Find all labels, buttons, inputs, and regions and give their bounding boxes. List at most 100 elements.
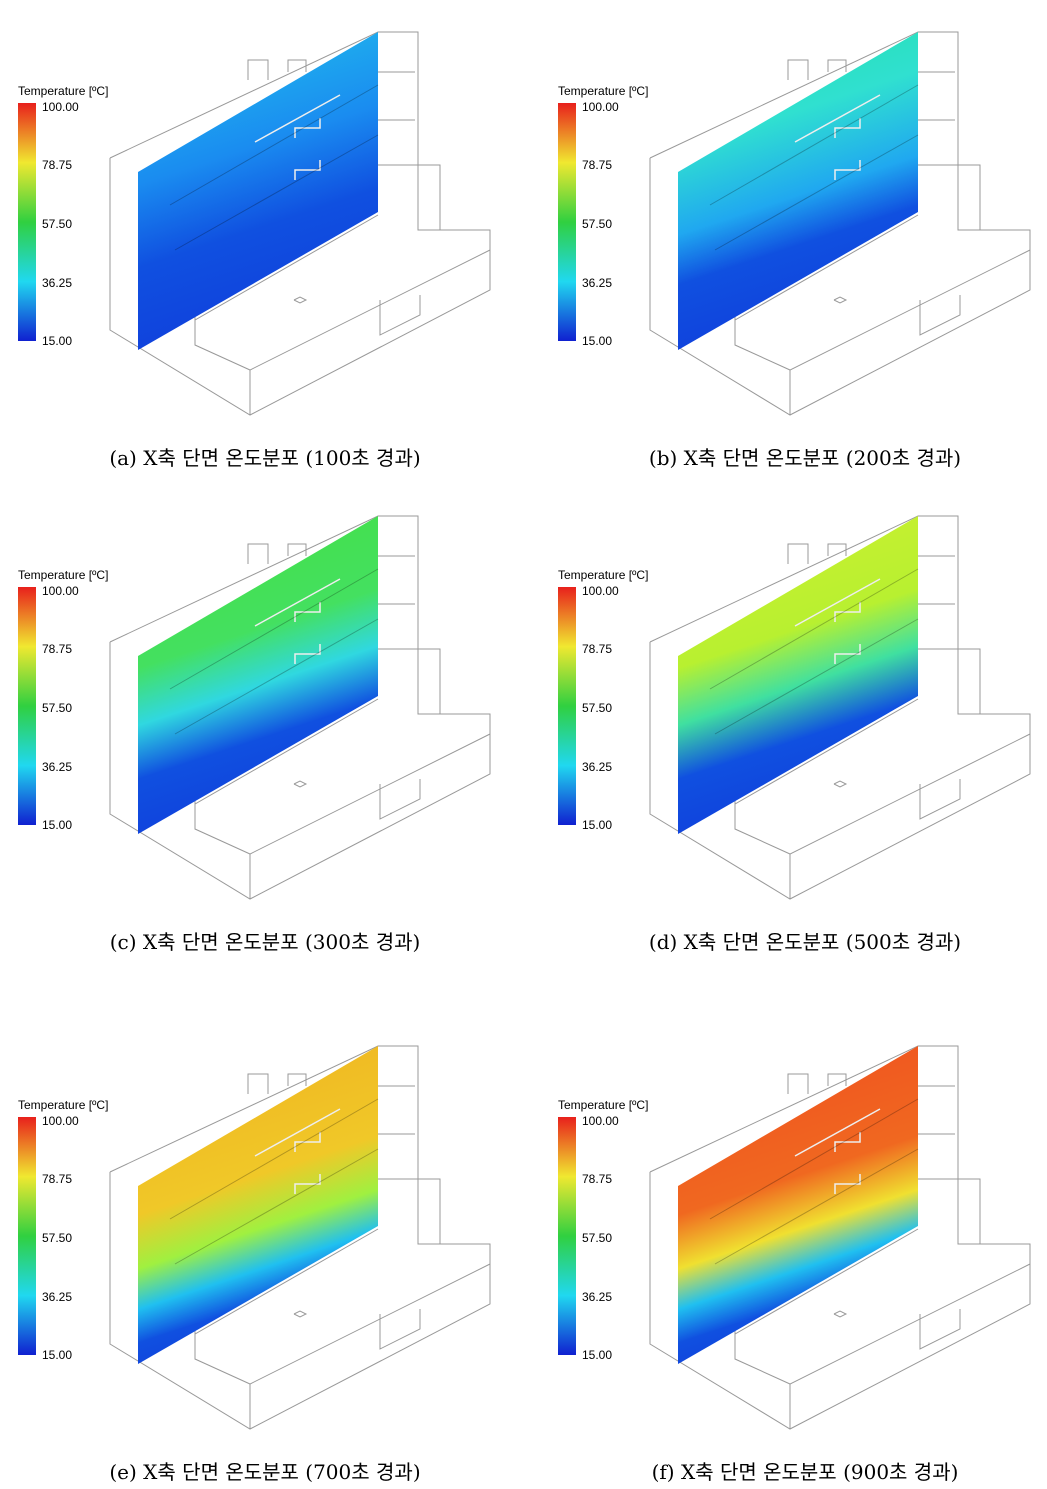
geometry-line (287, 59, 307, 72)
legend-title: Temperature [ºC] (558, 1098, 648, 1112)
geometry-line (787, 1073, 809, 1094)
geometry-line (249, 249, 491, 415)
geometry-line (734, 804, 791, 855)
legend-tick-label: 15.00 (582, 1348, 612, 1362)
caption: (d) X축 단면 온도분포 (500초 경과) (649, 930, 961, 954)
geometry-line (919, 779, 961, 820)
legend-tick-label: 100.00 (42, 1114, 79, 1128)
geometry-line (789, 249, 1031, 415)
cross-section (138, 516, 378, 834)
geometry-line (249, 1263, 491, 1429)
vents (794, 1108, 881, 1157)
geometry-line (833, 296, 848, 304)
legend-tick-label: 15.00 (42, 334, 72, 348)
legend-title: Temperature [ºC] (18, 84, 108, 98)
geometry-line (919, 295, 961, 336)
nozzle (834, 160, 861, 180)
nozzle (294, 160, 321, 180)
geometry-line (918, 648, 981, 714)
geometry-line (649, 1045, 1031, 1430)
legend-tick-label: 36.25 (582, 760, 612, 774)
legend-tick-label: 57.50 (42, 701, 72, 715)
nozzle (834, 602, 861, 622)
geometry-line (194, 320, 251, 371)
legend-tick-label: 100.00 (42, 100, 79, 114)
color-bar (558, 1117, 576, 1355)
legend-title: Temperature [ºC] (558, 84, 648, 98)
nozzle (294, 602, 321, 622)
step-line (169, 84, 379, 206)
cross-section (678, 1046, 918, 1364)
nozzle (834, 1132, 861, 1152)
geometry-line (109, 1045, 491, 1430)
geometry-line (734, 320, 791, 371)
legend-tick-label: 78.75 (42, 158, 72, 172)
step-line (169, 1098, 379, 1220)
legend-title: Temperature [ºC] (558, 568, 648, 582)
step-line (714, 1148, 919, 1265)
geometry-line (249, 733, 491, 899)
vents (254, 1108, 341, 1157)
vents (794, 578, 881, 627)
geometry-line (649, 515, 1031, 900)
geometry-line (109, 31, 491, 416)
panel: Temperature [ºC] 100.00 78.75 57.50 36.25 15.… (18, 1045, 491, 1484)
geometry-line (194, 1334, 251, 1385)
nozzle (294, 118, 321, 138)
legend-tick-label: 100.00 (582, 1114, 619, 1128)
step-line (174, 134, 379, 251)
legend-tick-label: 15.00 (582, 334, 612, 348)
legend-title: Temperature [ºC] (18, 1098, 108, 1112)
geometry-line (378, 164, 441, 230)
geometry-line (378, 648, 441, 714)
color-bar (558, 103, 576, 341)
legend-tick-label: 78.75 (582, 642, 612, 656)
legend-tick-label: 100.00 (582, 584, 619, 598)
legend-tick-label: 100.00 (582, 100, 619, 114)
legend-tick-label: 100.00 (42, 584, 79, 598)
nozzle (294, 1132, 321, 1152)
geometry-line (194, 804, 251, 855)
panel: Temperature [ºC] 100.00 78.75 57.50 36.25 15.… (18, 515, 491, 954)
legend-tick-label: 78.75 (582, 1172, 612, 1186)
cross-section (678, 516, 918, 834)
cross-section (138, 32, 378, 350)
legend-tick-label: 36.25 (582, 276, 612, 290)
step-line (714, 618, 919, 735)
caption: (e) X축 단면 온도분포 (700초 경과) (109, 1460, 420, 1484)
step-line (174, 1148, 379, 1265)
geometry-line (833, 780, 848, 788)
legend-tick-label: 57.50 (42, 1231, 72, 1245)
caption: (a) X축 단면 온도분포 (100초 경과) (109, 446, 420, 470)
cross-section (678, 32, 918, 350)
geometry-line (789, 1263, 1031, 1429)
vents (254, 94, 341, 143)
geometry-line (827, 59, 847, 72)
color-bar (18, 1117, 36, 1355)
vents (794, 94, 881, 143)
geometry-line (293, 1310, 308, 1318)
vents (254, 578, 341, 627)
geometry-line (379, 779, 421, 820)
geometry-line (827, 543, 847, 556)
legend-tick-label: 78.75 (582, 158, 612, 172)
nozzle (834, 118, 861, 138)
geometry-line (247, 543, 269, 564)
legend-tick-label: 36.25 (582, 1290, 612, 1304)
color-bar (558, 587, 576, 825)
legend-tick-label: 57.50 (42, 217, 72, 231)
geometry-line (247, 59, 269, 80)
step-line (714, 134, 919, 251)
nozzle (294, 1174, 321, 1194)
geometry-line (734, 1334, 791, 1385)
geometry-line (247, 1073, 269, 1094)
nozzle (834, 644, 861, 664)
panel: Temperature [ºC] 100.00 78.75 57.50 36.25 15.… (18, 31, 491, 470)
geometry-line (379, 295, 421, 336)
geometry-line (287, 1073, 307, 1086)
legend-tick-label: 36.25 (42, 1290, 72, 1304)
legend-tick-label: 78.75 (42, 642, 72, 656)
step-line (709, 568, 919, 690)
legend-title: Temperature [ºC] (18, 568, 108, 582)
